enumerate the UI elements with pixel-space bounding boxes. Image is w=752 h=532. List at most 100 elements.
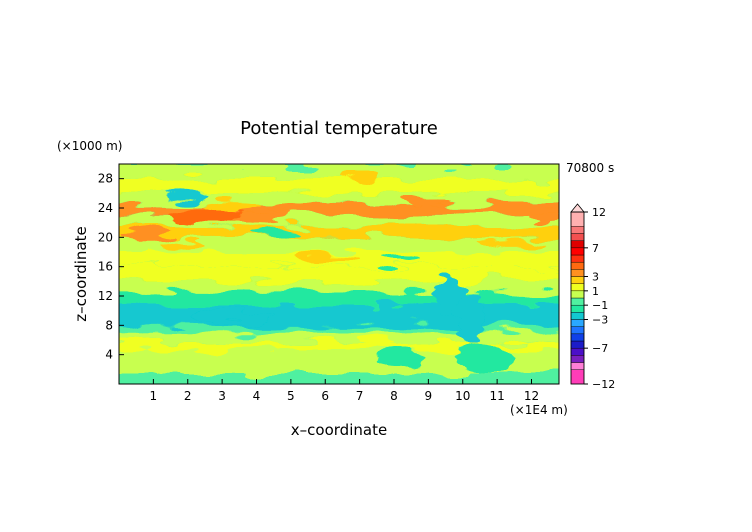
y-tick-label: 20 — [98, 230, 113, 244]
x-tick-label: 2 — [184, 389, 192, 403]
plot-frame — [118, 163, 560, 385]
colorbar-swatch — [570, 247, 585, 256]
contour-band — [119, 178, 559, 194]
contour-feature — [170, 207, 247, 222]
contour-feature — [253, 228, 302, 238]
contour-band — [119, 292, 559, 305]
x-axis-label: x–coordinate — [291, 421, 387, 439]
contour-feature — [404, 197, 446, 207]
colorbar-swatch — [570, 347, 585, 356]
colorbar-swatch — [570, 297, 585, 306]
colorbar-swatch — [570, 261, 585, 270]
contour-band — [119, 281, 559, 293]
colorbar-swatch — [570, 340, 585, 349]
contour-band — [119, 304, 559, 326]
y-tick-label: 16 — [98, 260, 113, 274]
y-axis: 4 8 12 16 20 24 28 — [98, 172, 124, 362]
colorbar-swatch — [570, 233, 585, 241]
contour-feature — [435, 276, 463, 316]
colorbar-swatch — [570, 290, 585, 299]
contour-feature — [376, 351, 425, 366]
contour-feature — [167, 193, 209, 201]
colorbar-swatch — [570, 362, 585, 370]
contour-feature — [184, 309, 281, 323]
colorbar-swatch — [570, 240, 585, 249]
contour-band — [119, 332, 559, 343]
colorbar-swatch — [570, 211, 585, 227]
colorbar-swatch — [570, 276, 585, 284]
contour-band — [119, 342, 559, 351]
x-tick-label: 5 — [287, 389, 295, 403]
y-tick-label: 28 — [98, 172, 113, 186]
x-tick-label: 10 — [455, 389, 470, 403]
contour-feature — [294, 252, 357, 261]
contour-feature — [455, 343, 511, 374]
chart-title: Potential temperature — [240, 118, 438, 139]
colorbar-swatch — [570, 254, 585, 263]
colorbar-label: −7 — [592, 342, 608, 355]
contour-band — [119, 226, 559, 238]
x-tick-label: 1 — [150, 389, 158, 403]
contour-band — [119, 193, 559, 205]
x-axis: 1 2 3 4 5 6 7 8 9 10 11 12 — [150, 379, 539, 403]
time-label: 70800 s — [566, 161, 614, 175]
contour-band — [119, 215, 559, 227]
y-tick-label: 4 — [105, 348, 113, 362]
colorbar-swatch — [570, 226, 585, 234]
colorbar-overflow-arrow — [570, 203, 585, 213]
contour-band — [119, 373, 559, 384]
colorbar-label: −3 — [592, 314, 608, 327]
colorbar-swatch — [570, 269, 585, 277]
contour-feature — [418, 227, 508, 236]
y-axis-label: z–coordinate — [72, 226, 90, 321]
contour-band — [119, 237, 559, 252]
y-tick-label: 8 — [105, 318, 113, 332]
plot-area — [119, 164, 559, 384]
colorbar-swatch — [570, 312, 585, 320]
colorbar-swatch — [570, 355, 585, 363]
colorbar: 12 7 31−1 −3 −7 −12 — [570, 203, 615, 391]
contour-band — [119, 266, 559, 282]
colorbar-label: −1 — [592, 299, 608, 312]
colorbar-label: 12 — [592, 206, 606, 219]
colorbar-frame — [570, 211, 585, 385]
x-tick-label: 3 — [218, 389, 226, 403]
colorbar-swatch — [570, 333, 585, 342]
contour-band — [119, 362, 559, 373]
colorbar-swatch — [570, 369, 585, 385]
colorbar-label: −12 — [592, 378, 615, 391]
contour-feature — [160, 241, 202, 249]
x-tick-label: 9 — [425, 389, 433, 403]
x-tick-label: 7 — [356, 389, 364, 403]
x-axis-unit: (×1E4 m) — [510, 403, 568, 417]
contour-feature — [531, 210, 559, 223]
contour-feature — [342, 172, 377, 182]
y-axis-unit: (×1000 m) — [57, 139, 122, 153]
contour-feature — [359, 336, 394, 344]
colorbar-label: 7 — [592, 242, 599, 255]
colorbar-swatch — [570, 319, 585, 327]
contour-band — [119, 351, 559, 362]
contour-feature — [204, 202, 260, 210]
x-tick-label: 8 — [390, 389, 398, 403]
contour-feature — [122, 230, 178, 239]
contour-feature — [479, 239, 549, 247]
contour-feature — [266, 202, 315, 211]
contour-band — [119, 325, 559, 333]
contour-feature — [380, 255, 422, 263]
colorbar-label: 3 — [592, 271, 599, 284]
contour-feature — [455, 292, 484, 344]
contour-feature — [235, 211, 291, 222]
colorbar-swatch — [570, 326, 585, 335]
contour-band — [119, 204, 559, 216]
x-tick-label: 4 — [253, 389, 261, 403]
y-tick-label: 12 — [98, 289, 113, 303]
contour-field — [119, 164, 559, 384]
colorbar-swatch — [570, 283, 585, 292]
x-tick-label: 12 — [524, 389, 539, 403]
x-tick-label: 6 — [321, 389, 329, 403]
contour-band — [119, 164, 559, 179]
x-tick-label: 11 — [489, 389, 504, 403]
y-tick-label: 24 — [98, 201, 113, 215]
